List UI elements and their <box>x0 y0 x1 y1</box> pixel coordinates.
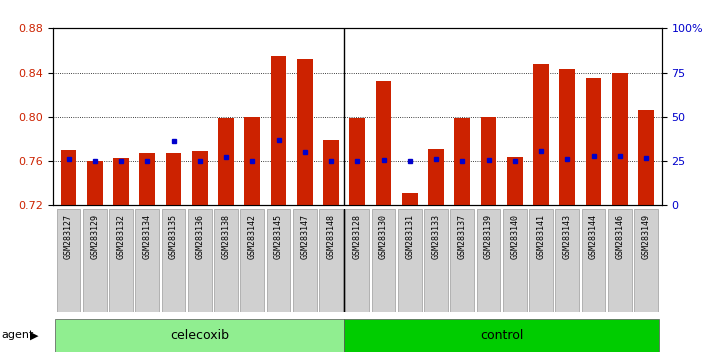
Bar <box>165 153 182 205</box>
Bar <box>402 193 417 205</box>
FancyBboxPatch shape <box>582 209 605 312</box>
FancyBboxPatch shape <box>344 319 659 352</box>
Text: GSM283128: GSM283128 <box>353 214 362 259</box>
Bar <box>481 117 496 205</box>
Text: GSM283144: GSM283144 <box>589 214 598 259</box>
FancyBboxPatch shape <box>162 209 185 312</box>
Bar <box>297 59 313 205</box>
FancyBboxPatch shape <box>83 209 106 312</box>
Bar <box>507 156 522 205</box>
FancyBboxPatch shape <box>372 209 396 312</box>
Text: GSM283146: GSM283146 <box>615 214 624 259</box>
FancyBboxPatch shape <box>477 209 501 312</box>
Text: GSM283143: GSM283143 <box>562 214 572 259</box>
FancyBboxPatch shape <box>293 209 317 312</box>
Bar <box>638 110 654 205</box>
Text: GSM283133: GSM283133 <box>432 214 441 259</box>
FancyBboxPatch shape <box>555 209 579 312</box>
Bar <box>612 73 628 205</box>
Text: GSM283132: GSM283132 <box>117 214 125 259</box>
Text: GSM283148: GSM283148 <box>327 214 336 259</box>
Text: GSM283149: GSM283149 <box>641 214 650 259</box>
Text: GSM283131: GSM283131 <box>406 214 414 259</box>
Text: GSM283147: GSM283147 <box>301 214 309 259</box>
Bar <box>113 158 129 205</box>
FancyBboxPatch shape <box>135 209 159 312</box>
Text: GSM283135: GSM283135 <box>169 214 178 259</box>
Bar <box>533 64 549 205</box>
FancyBboxPatch shape <box>214 209 238 312</box>
Bar <box>376 81 391 205</box>
FancyBboxPatch shape <box>451 209 474 312</box>
Text: GSM283141: GSM283141 <box>536 214 546 259</box>
Bar <box>323 140 339 205</box>
Text: GSM283130: GSM283130 <box>379 214 388 259</box>
Bar <box>560 69 575 205</box>
Bar <box>139 153 155 205</box>
Text: celecoxib: celecoxib <box>170 329 230 342</box>
Text: GSM283137: GSM283137 <box>458 214 467 259</box>
Text: GSM283129: GSM283129 <box>90 214 99 259</box>
Bar <box>61 150 77 205</box>
FancyBboxPatch shape <box>346 209 369 312</box>
Bar <box>192 151 208 205</box>
FancyBboxPatch shape <box>109 209 133 312</box>
FancyBboxPatch shape <box>608 209 631 312</box>
FancyBboxPatch shape <box>529 209 553 312</box>
Bar <box>454 118 470 205</box>
Bar <box>428 149 444 205</box>
FancyBboxPatch shape <box>503 209 527 312</box>
FancyBboxPatch shape <box>56 319 344 352</box>
FancyBboxPatch shape <box>241 209 264 312</box>
FancyBboxPatch shape <box>425 209 448 312</box>
FancyBboxPatch shape <box>634 209 658 312</box>
Text: GSM283142: GSM283142 <box>248 214 257 259</box>
Text: GSM283136: GSM283136 <box>195 214 204 259</box>
Text: GSM283134: GSM283134 <box>143 214 152 259</box>
Text: GSM283140: GSM283140 <box>510 214 520 259</box>
Bar <box>87 161 103 205</box>
Bar <box>244 117 260 205</box>
Text: GSM283138: GSM283138 <box>222 214 230 259</box>
Text: agent: agent <box>1 330 34 341</box>
FancyBboxPatch shape <box>57 209 80 312</box>
Text: GSM283127: GSM283127 <box>64 214 73 259</box>
FancyBboxPatch shape <box>267 209 290 312</box>
Bar <box>349 118 365 205</box>
Text: control: control <box>480 329 523 342</box>
Text: GSM283139: GSM283139 <box>484 214 493 259</box>
FancyBboxPatch shape <box>319 209 343 312</box>
Text: ▶: ▶ <box>30 330 38 341</box>
FancyBboxPatch shape <box>188 209 212 312</box>
Bar <box>586 78 601 205</box>
Bar <box>218 118 234 205</box>
Bar <box>270 56 287 205</box>
FancyBboxPatch shape <box>398 209 422 312</box>
Text: GSM283145: GSM283145 <box>274 214 283 259</box>
